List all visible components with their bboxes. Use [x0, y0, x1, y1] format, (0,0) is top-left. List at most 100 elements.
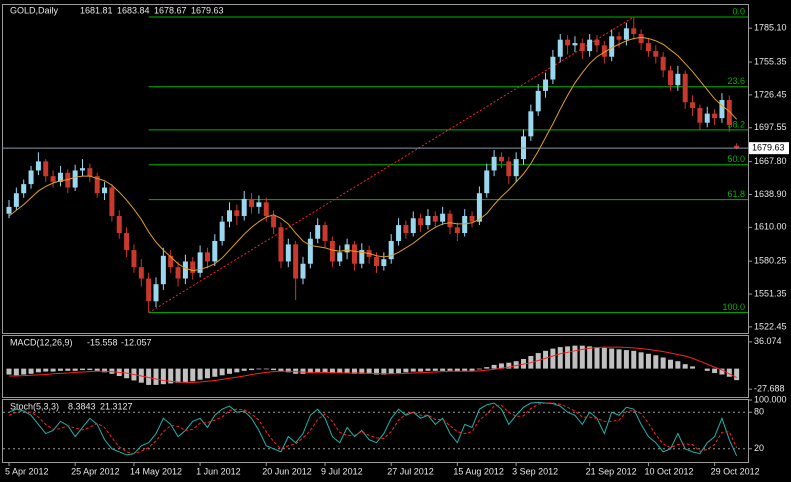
- macd-bar: [653, 355, 659, 369]
- candle-body: [219, 221, 225, 241]
- y-tick-label: 1755.35: [754, 56, 787, 66]
- x-tick-label: 25 Apr 2012: [71, 466, 120, 476]
- candle-body: [454, 227, 460, 234]
- candle-body: [351, 244, 357, 264]
- candle-body: [726, 99, 732, 125]
- macd-bar: [572, 345, 578, 369]
- macd-bar: [410, 368, 416, 372]
- macd-bar: [645, 353, 651, 369]
- candle-body: [587, 39, 593, 52]
- macd-bar: [146, 368, 152, 385]
- candle-body: [168, 255, 174, 268]
- candle-body: [285, 244, 291, 262]
- macd-bar: [484, 367, 490, 369]
- candle-body: [263, 202, 269, 216]
- stoch-title: Stoch(5,3,3): [10, 401, 59, 411]
- macd-value: -15.558: [87, 337, 118, 347]
- candle-body: [190, 261, 196, 273]
- candle-body: [565, 39, 571, 46]
- candle-body: [418, 218, 424, 226]
- candle-body: [227, 210, 232, 222]
- candle-body: [704, 113, 710, 123]
- high-price: 1683.84: [117, 5, 150, 15]
- stoch-tick-label: 100.000: [754, 394, 787, 404]
- macd-bar: [668, 359, 673, 369]
- macd-bar: [403, 368, 409, 373]
- candle-body: [506, 161, 512, 177]
- candle-body: [57, 172, 63, 182]
- macd-bar: [249, 368, 255, 371]
- macd-bar: [704, 368, 710, 371]
- macd-bar: [315, 368, 321, 373]
- symbol-title: GOLD,Daily: [10, 5, 59, 15]
- macd-tick-label: -27.688: [754, 384, 785, 394]
- macd-bar: [631, 350, 637, 369]
- y-tick-label: 1697.55: [754, 122, 787, 132]
- candle-body: [462, 215, 468, 234]
- candle-body: [734, 145, 740, 149]
- candle-body: [374, 256, 379, 267]
- macd-bar: [256, 368, 262, 370]
- macd-bar: [623, 350, 629, 369]
- macd-bar: [587, 346, 593, 369]
- candle-body: [35, 161, 41, 171]
- candle-body: [80, 168, 85, 171]
- macd-bar: [682, 364, 688, 369]
- candle-body: [616, 36, 622, 40]
- macd-bar: [190, 368, 196, 382]
- candle-body: [623, 28, 629, 40]
- macd-bar: [594, 347, 600, 369]
- candle-body: [645, 43, 651, 52]
- macd-bar: [506, 362, 512, 369]
- candle-body: [388, 240, 394, 260]
- candle-body: [697, 107, 703, 123]
- y-tick-label: 1667.80: [754, 156, 787, 166]
- x-tick-label: 3 Sep 2012: [512, 466, 558, 476]
- x-tick-label: 29 Oct 2012: [711, 466, 760, 476]
- candle-body: [293, 244, 299, 279]
- macd-bar: [366, 368, 372, 374]
- macd-bar: [675, 361, 681, 369]
- candle-body: [432, 215, 438, 222]
- fib-label: 38.2: [727, 119, 745, 129]
- macd-bar: [285, 368, 291, 373]
- y-tick-label: 1726.45: [754, 89, 787, 99]
- candle-body: [43, 161, 49, 177]
- macd-title: MACD(12,26,9): [10, 337, 73, 347]
- candle-body: [72, 170, 78, 188]
- macd-bar: [329, 368, 335, 374]
- macd-bar: [440, 368, 446, 371]
- candle-body: [6, 206, 12, 214]
- macd-bar: [359, 368, 365, 374]
- macd-bar: [557, 347, 563, 369]
- low-price: 1678.67: [154, 5, 187, 15]
- macd-bar: [462, 368, 468, 371]
- x-tick-label: 1 Jun 2012: [196, 466, 241, 476]
- candle-body: [543, 79, 549, 91]
- macd-bar: [498, 363, 504, 369]
- candle-body: [359, 250, 365, 264]
- candle-body: [234, 210, 240, 216]
- macd-bar: [425, 368, 431, 371]
- candle-body: [94, 176, 100, 194]
- macd-bar: [609, 348, 615, 369]
- macd-bar: [50, 368, 56, 372]
- stoch-d-value: 21.3127: [100, 401, 133, 411]
- macd-bar: [168, 368, 174, 384]
- x-tick-label: 27 Jul 2012: [387, 466, 434, 476]
- x-tick-label: 20 Jun 2012: [262, 466, 312, 476]
- stoch-tick-label: 80: [754, 407, 764, 417]
- macd-bar: [712, 368, 718, 374]
- macd-bar: [476, 368, 482, 370]
- candle-body: [447, 213, 453, 228]
- candle-body: [476, 193, 482, 222]
- candle-body: [653, 51, 659, 57]
- macd-bar: [21, 368, 27, 375]
- macd-bar: [160, 368, 166, 385]
- macd-bar: [234, 368, 240, 373]
- macd-bar: [432, 368, 438, 371]
- stoch-k-value: 8.3843: [68, 401, 96, 411]
- candle-body: [204, 252, 210, 262]
